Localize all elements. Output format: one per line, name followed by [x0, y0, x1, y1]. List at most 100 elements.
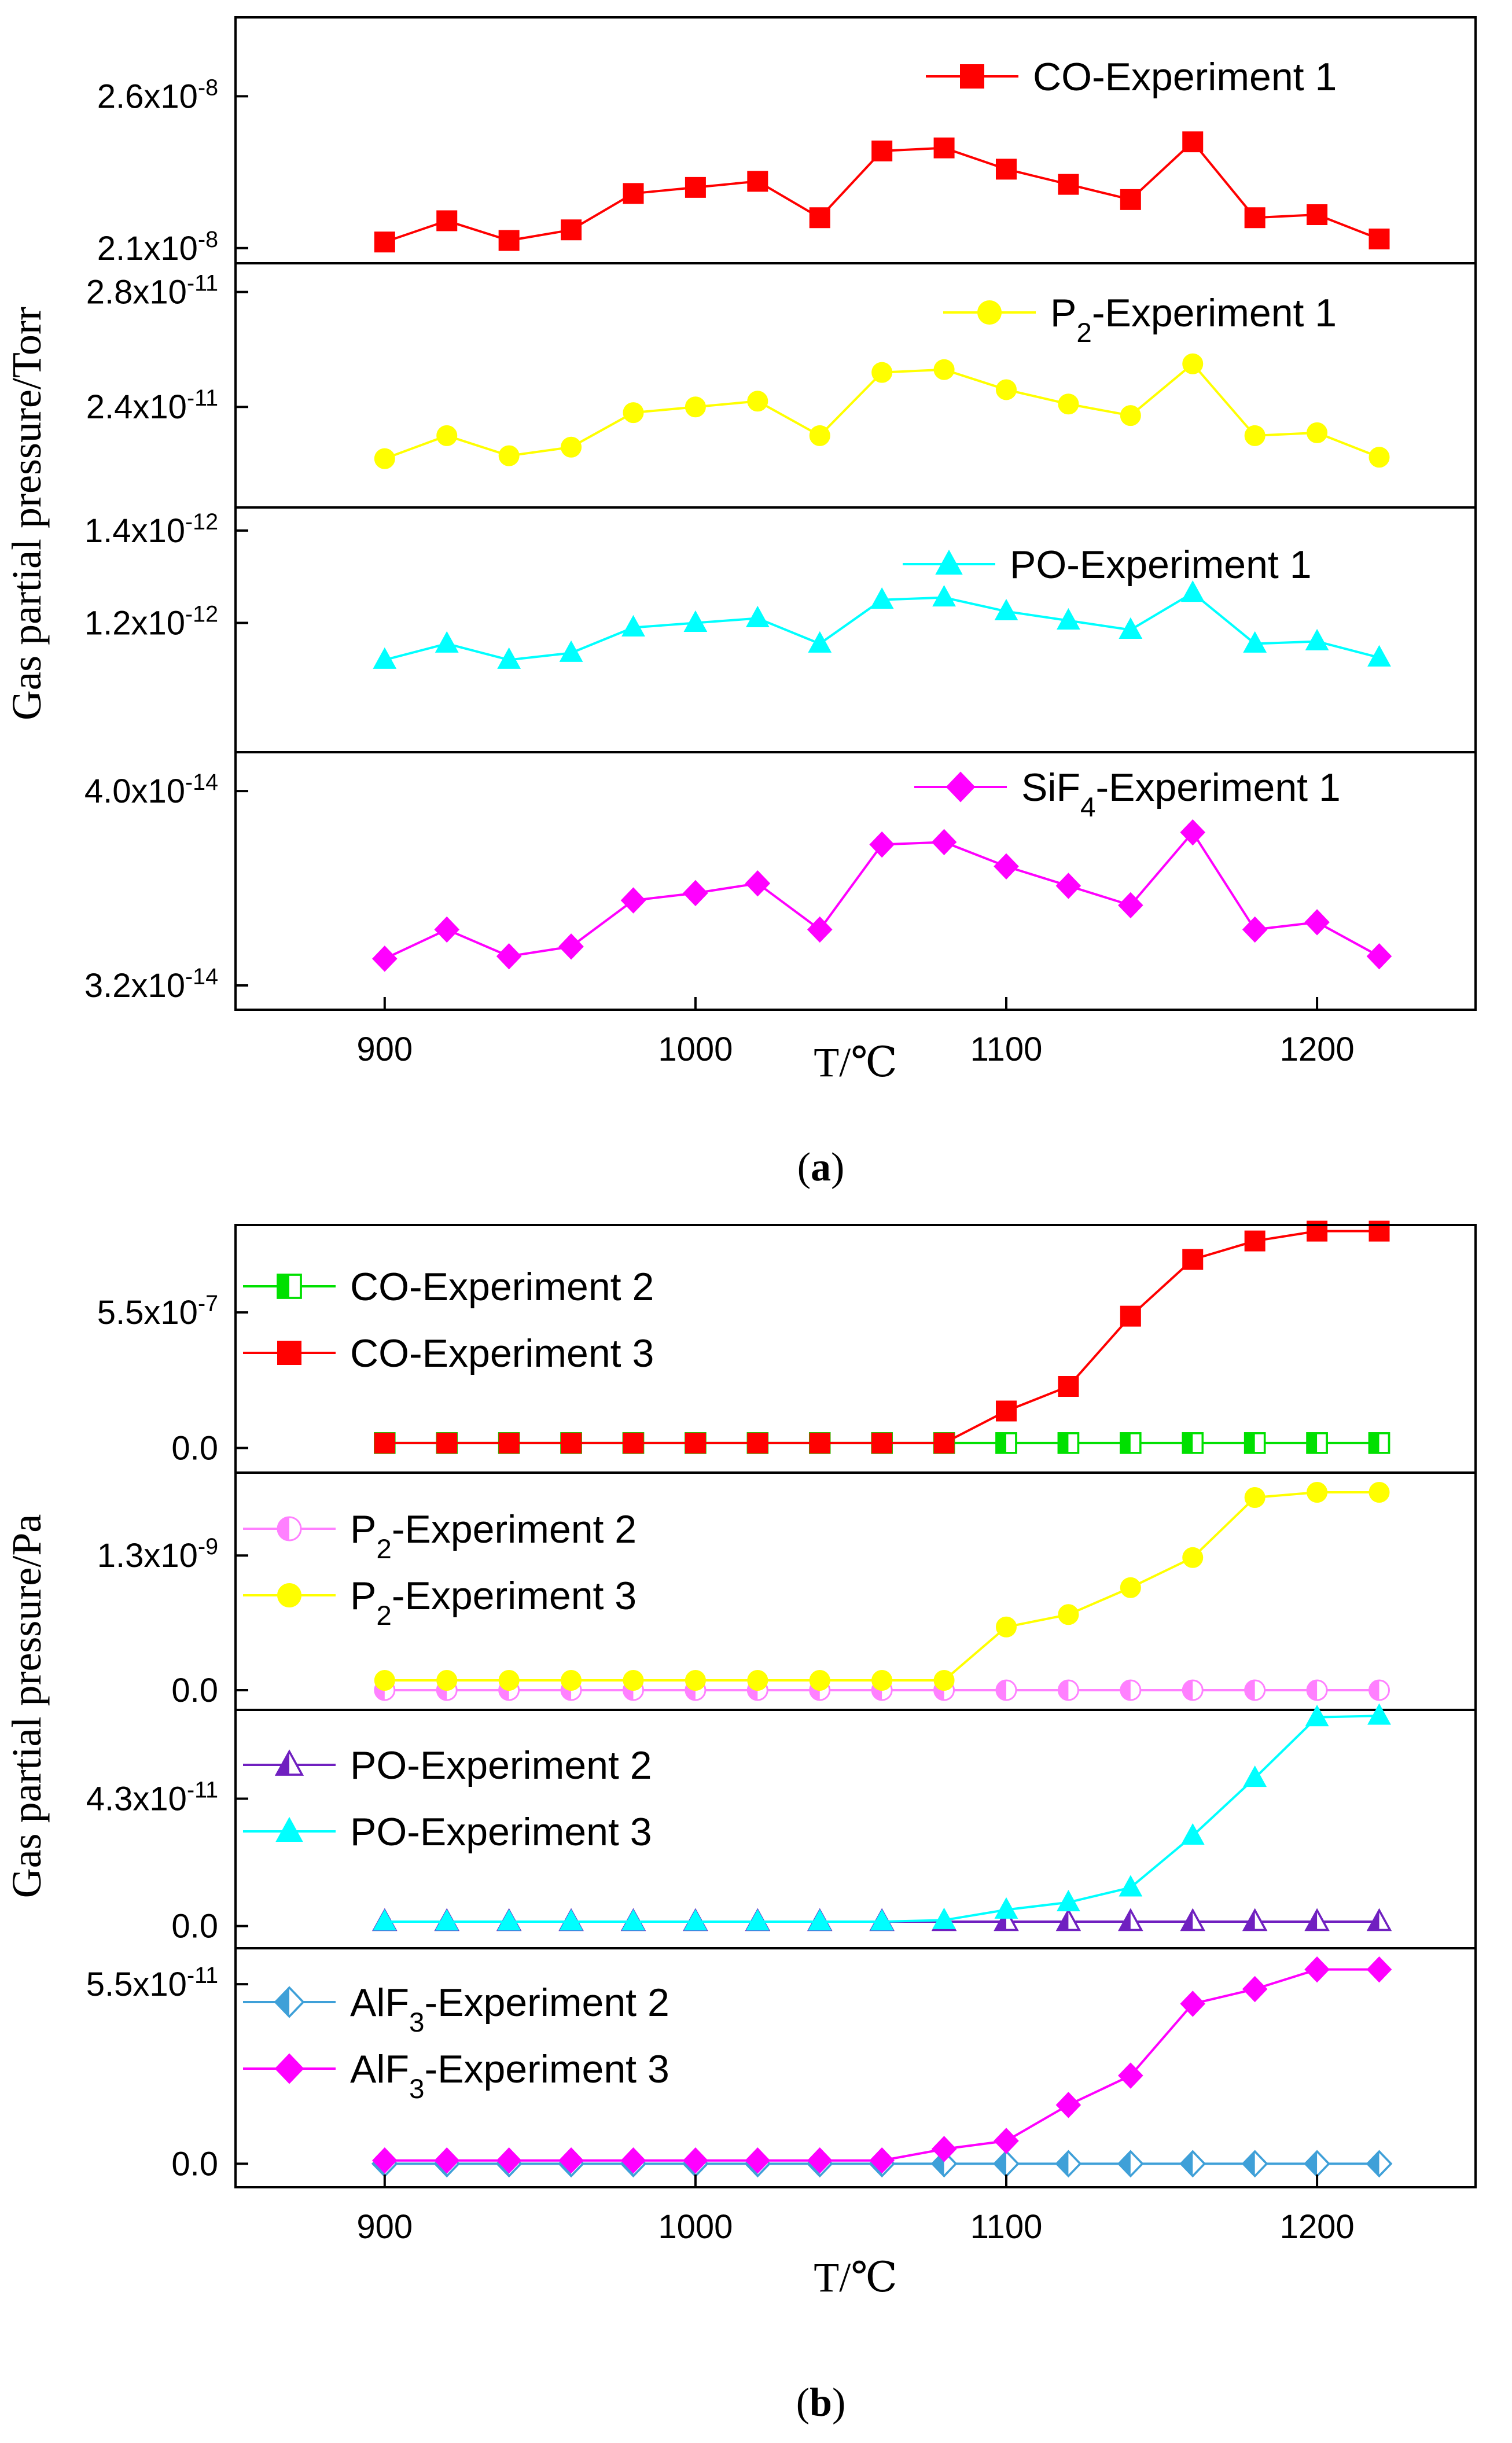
data-point: [683, 610, 708, 632]
data-point: [561, 219, 582, 241]
panel-3: 0.0 4.3x10-11 PO-Experiment 2 PO-Experiment…: [86, 1703, 1392, 1945]
legend-entry: P2-Experiment 1: [943, 291, 1337, 348]
legend-entry: CO-Experiment 2: [243, 1265, 654, 1309]
data-point: [932, 1907, 956, 1929]
data-point: [1117, 2150, 1144, 2178]
data-point: [871, 140, 893, 161]
data-point: [933, 1432, 955, 1454]
data-point: [559, 1909, 583, 1931]
y-tick-label: 2.1x10-8: [97, 227, 218, 267]
data-point: [1368, 229, 1390, 250]
data-point: [1057, 1679, 1079, 1701]
data-point: [1179, 2150, 1206, 2178]
data-point: [1304, 909, 1330, 936]
data-point: [809, 1669, 830, 1691]
data-point: [1304, 1908, 1330, 1931]
data-point: [373, 1909, 397, 1931]
legend-entry: CO-Experiment 1: [926, 55, 1337, 99]
y-axis-title: Gas partial pressure/Torr: [3, 307, 50, 720]
panel-1: 0.0 5.5x10-7 CO-Experiment 2 CO-Experiment …: [97, 1220, 1390, 1467]
data-point: [1182, 1547, 1204, 1568]
data-point: [683, 1909, 708, 1931]
y-tick-label: 2.8x10-11: [86, 271, 218, 311]
data-point: [435, 631, 459, 653]
y-tick-label: 3.2x10-14: [84, 964, 218, 1005]
data-point: [496, 943, 522, 970]
panel-3: 1.2x10-12 1.4x10-12 PO-Experiment 1: [84, 509, 1391, 669]
y-tick-label: 2.4x10-11: [86, 385, 218, 426]
data-point: [1118, 892, 1143, 919]
data-point: [1182, 1249, 1204, 1270]
y-tick-label: 4.3x10-11: [86, 1778, 218, 1818]
data-point: [933, 1669, 955, 1691]
legend-marker: [960, 64, 984, 89]
data-point: [1244, 1230, 1265, 1252]
data-point: [1182, 1432, 1204, 1454]
data-point: [434, 2147, 460, 2174]
data-point: [994, 598, 1018, 621]
data-point: [807, 2147, 833, 2174]
data-point: [1307, 422, 1328, 443]
data-point: [1242, 916, 1268, 943]
data-point: [436, 1432, 458, 1454]
data-point: [374, 448, 395, 469]
data-point: [1120, 1432, 1142, 1454]
legend-marker: [277, 1516, 302, 1541]
legend-marker: [946, 771, 976, 803]
data-point: [995, 159, 1017, 180]
data-point: [995, 1432, 1017, 1454]
panel-4: 3.2x10-14 4.0x10-14 SiF4-Experiment 1: [84, 766, 1392, 1005]
data-point: [869, 2147, 895, 2174]
panel-2: 0.0 1.3x10-9 P2-Experiment 2 P2-Experiment …: [97, 1482, 1390, 1709]
data-point: [745, 605, 770, 627]
data-point: [931, 829, 957, 856]
data-point: [745, 1909, 770, 1931]
chart-a: 2.1x10-8 2.6x10-8 CO-Experiment 1 2.4x10-11…: [3, 16, 1477, 1190]
data-point: [559, 640, 583, 662]
data-point: [1055, 1908, 1081, 1931]
legend-marker: [277, 1583, 301, 1607]
data-point: [1366, 1908, 1392, 1931]
data-point: [561, 436, 582, 458]
subfigure-caption: (b): [796, 2381, 846, 2425]
legend-entry: PO-Experiment 1: [903, 543, 1312, 587]
data-point: [497, 647, 521, 669]
data-point: [747, 1669, 768, 1691]
data-point: [372, 2147, 398, 2174]
data-point: [1180, 1991, 1206, 2017]
data-point: [1307, 1220, 1328, 1242]
data-point: [933, 359, 955, 380]
data-point: [372, 945, 398, 972]
data-point: [747, 391, 768, 412]
data-point: [1305, 1705, 1329, 1727]
legend-marker: [935, 549, 963, 575]
data-point: [621, 1909, 645, 1931]
data-point: [932, 585, 956, 607]
data-point: [1118, 2062, 1143, 2089]
data-point: [1367, 1703, 1391, 1725]
data-point: [1180, 1823, 1205, 1845]
plot-frame: [234, 1224, 1477, 2188]
legend-entry: P2-Experiment 3: [243, 1574, 637, 1631]
x-tick-label: 1100: [970, 2208, 1043, 2246]
data-point: [498, 230, 520, 251]
data-point: [374, 1669, 395, 1691]
legend-marker: [274, 1986, 305, 2018]
data-point: [558, 933, 584, 960]
chart-b: 0.0 5.5x10-7 CO-Experiment 2 CO-Experiment …: [3, 1220, 1477, 2425]
legend-label: CO-Experiment 2: [350, 1265, 654, 1309]
data-point: [1241, 2150, 1268, 2178]
x-tick-label: 900: [356, 1031, 413, 1068]
data-point: [1243, 631, 1267, 653]
data-point: [683, 880, 708, 907]
data-point: [1119, 1875, 1143, 1897]
data-point: [1058, 393, 1079, 415]
y-axis-title: Gas partial pressure/Pa: [3, 1514, 50, 1899]
legend-entry: AlF3-Experiment 2: [243, 1981, 669, 2038]
data-point: [994, 1908, 1019, 1931]
data-point: [1058, 1375, 1079, 1397]
data-point: [374, 1432, 395, 1454]
plot-frame: [234, 16, 1477, 1011]
data-point: [1306, 1432, 1328, 1454]
x-axis-title: T/℃: [814, 2254, 897, 2301]
